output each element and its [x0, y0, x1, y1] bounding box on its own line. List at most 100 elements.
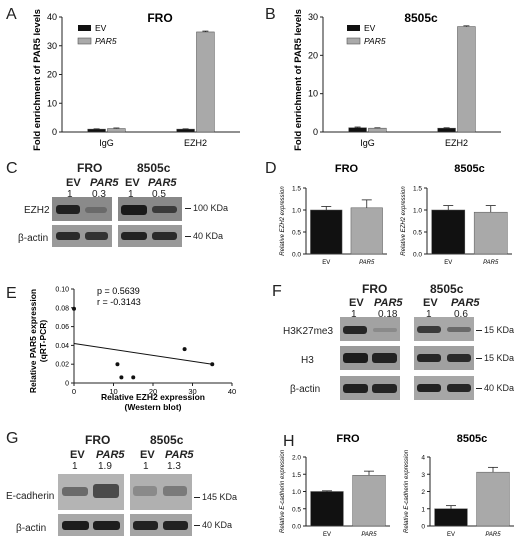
legend-label-ev: EV	[95, 23, 107, 33]
x-tick-label: 10	[109, 387, 117, 396]
quant-value: 1	[128, 189, 134, 200]
blot-membrane	[340, 376, 400, 400]
y-tick-label: 20	[308, 50, 318, 60]
blot-membrane	[414, 376, 474, 400]
panel-letter-a: A	[6, 6, 17, 23]
blot-membrane	[58, 474, 124, 510]
y-axis-label: Relative EZH2 expression	[280, 186, 286, 256]
x-tick-label: 0	[72, 387, 76, 396]
marker-label: 40 KDa	[202, 520, 233, 530]
y-tick-label: 10	[308, 89, 318, 99]
x-tick-label: IgG	[360, 138, 375, 148]
panel-letter-f: F	[272, 283, 282, 300]
row-label-beta-actin: β-actin	[290, 384, 321, 395]
panel-e-ylabel: Relative PAR5 expression	[28, 289, 38, 393]
chart-title: 8505c	[457, 433, 488, 445]
stat-r-value: r = -0.3143	[97, 297, 141, 307]
panel-e-chart: p = 0.5639 r = -0.3143 Relative PAR5 exp…	[28, 286, 236, 412]
x-tick-label: 20	[149, 387, 157, 396]
quant-value: 0.3	[92, 189, 106, 200]
cell-line-label-fro: FRO	[362, 282, 388, 296]
quant-value: 1	[426, 309, 432, 320]
lane-label: PAR5	[96, 449, 125, 461]
bar	[431, 209, 466, 255]
y-tick-label: 0.5	[413, 230, 422, 237]
y-tick-label: 0.0	[292, 252, 301, 259]
y-tick-label: 0.5	[292, 506, 301, 513]
panel-e-xlabel-sub: (Western blot)	[125, 402, 182, 412]
cell-line-label-8505c: 8505c	[430, 282, 464, 296]
lane-label: EV	[66, 177, 81, 189]
panel-letter-b: B	[265, 6, 276, 23]
lane-label: EV	[140, 449, 155, 461]
x-tick-label: PAR5	[483, 260, 499, 266]
row-label-h3: H3	[301, 355, 314, 366]
panel-b-title: 8505c	[404, 11, 438, 25]
cell-line-label-8505c: 8505c	[150, 433, 184, 447]
quant-value: 1	[67, 189, 73, 200]
y-axis-label: Relative E-cadherin expression	[280, 449, 286, 533]
y-tick-label: 10	[47, 98, 57, 108]
legend-label-par5: PAR5	[95, 36, 117, 46]
x-tick-label: PAR5	[361, 532, 377, 538]
panel-a-chart: FRO Fold enrichment of PAR5 levels EV PA…	[32, 9, 240, 151]
bar	[473, 211, 508, 255]
quant-value: 1	[72, 461, 78, 472]
blot-membrane	[414, 317, 474, 341]
y-tick-label: 0	[65, 381, 69, 388]
x-tick-label: EV	[322, 260, 330, 266]
y-tick-label: 2.0	[292, 455, 301, 462]
x-tick-label: EV	[444, 260, 452, 266]
legend-swatch-par5	[346, 37, 361, 45]
panel-d-8505c-chart: 8505c Relative EZH2 expression 0.0 0.5 1.0 1.…	[401, 163, 512, 266]
marker-label: 40 KDa	[193, 231, 224, 241]
marker-label: 100 KDa	[193, 203, 229, 213]
bar	[310, 491, 344, 527]
blot-membrane	[130, 474, 192, 510]
marker-label: 40 KDa	[484, 383, 515, 393]
blot-membrane	[52, 225, 112, 247]
row-label-h3k27me3: H3K27me3	[283, 326, 334, 337]
lane-label: EV	[423, 297, 438, 309]
cell-line-label-fro: FRO	[77, 161, 103, 175]
y-tick-label: 1.0	[413, 208, 422, 215]
row-label-e-cadherin: E-cadherin	[6, 491, 55, 502]
y-tick-label: 40	[47, 12, 57, 22]
row-label-beta-actin: β-actin	[18, 233, 49, 244]
marker-label: 15 KDa	[484, 353, 515, 363]
chart-title: FRO	[336, 433, 360, 445]
quant-value: 0.18	[378, 309, 398, 320]
y-tick-label: 0.5	[292, 230, 301, 237]
panel-letter-e: E	[6, 285, 17, 302]
legend-label-par5: PAR5	[364, 36, 386, 46]
y-tick-label: 0.04	[55, 343, 69, 350]
bar	[350, 207, 383, 255]
chart-title: 8505c	[454, 163, 485, 175]
bar	[434, 508, 468, 527]
y-tick-label: 30	[308, 12, 318, 22]
lane-label: EV	[349, 297, 364, 309]
lane-label: EV	[125, 177, 140, 189]
y-tick-label: 0	[313, 127, 318, 137]
blot-membrane	[340, 317, 400, 341]
row-label-ezh2: EZH2	[24, 205, 50, 216]
y-tick-label: 1.5	[413, 186, 422, 193]
panel-h-8505c-chart: 8505c Relative E-cadherin expression 0 1 2 3 4…	[404, 433, 514, 538]
y-tick-label: 1.0	[292, 489, 301, 496]
regression-line	[73, 343, 213, 365]
data-point	[115, 362, 120, 367]
blot-membrane	[58, 514, 124, 536]
x-tick-label: PAR5	[485, 532, 501, 538]
panel-letter-d: D	[265, 160, 277, 177]
panel-e-ylabel-sub: (qRT-PCR)	[38, 320, 48, 363]
blot-membrane	[52, 197, 112, 221]
blot-membrane	[118, 225, 182, 247]
y-tick-label: 1.5	[292, 186, 301, 193]
panel-letter-c: C	[6, 160, 18, 177]
data-point	[210, 362, 215, 367]
y-tick-label: 4	[421, 455, 425, 462]
bar	[107, 128, 126, 133]
x-tick-label: EZH2	[445, 138, 468, 148]
y-tick-label: 30	[47, 41, 57, 51]
y-tick-label: 0	[52, 127, 57, 137]
